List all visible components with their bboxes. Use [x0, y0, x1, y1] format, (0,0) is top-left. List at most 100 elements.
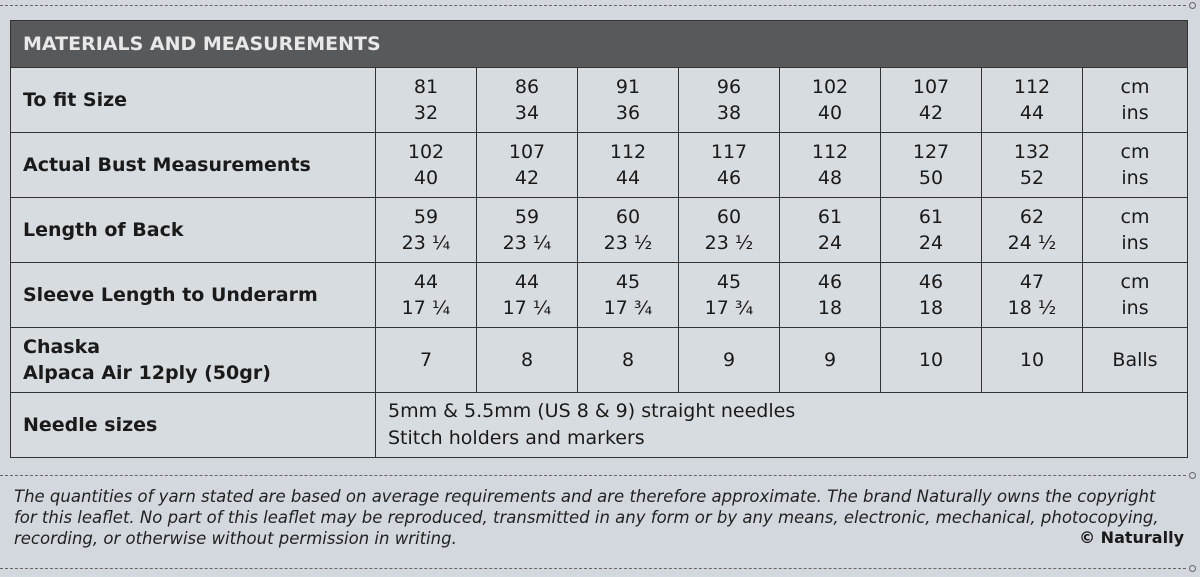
cell-line: 44	[413, 271, 439, 293]
size-value-cell: 96 38	[678, 67, 780, 133]
size-value-cell: 10	[880, 327, 982, 393]
size-value-cell: 102 40	[779, 67, 881, 133]
footer-top-divider	[0, 472, 1196, 479]
unit-cell: cm ins	[1082, 197, 1188, 263]
cell-line: cm	[1120, 141, 1150, 163]
size-value-cell: 107 42	[476, 132, 578, 198]
cell-line: 42	[514, 167, 540, 189]
cell-line: 23 ¼	[401, 232, 451, 254]
cell-line: ins	[1121, 297, 1149, 319]
row-label: To fit Size	[10, 67, 376, 133]
cell-line: 112	[811, 141, 849, 163]
size-value-cell: 107 42	[880, 67, 982, 133]
size-value-cell: 9	[779, 327, 881, 393]
cell-line: 107	[912, 76, 950, 98]
cell-line: 132	[1013, 141, 1051, 163]
cell-line: 52	[1019, 167, 1045, 189]
cell-line: 40	[817, 102, 843, 124]
cell-line: 36	[615, 102, 641, 124]
size-value-cell: 46 18	[779, 262, 881, 328]
cell-line: 59	[514, 206, 540, 228]
cell-line: 24 ½	[1007, 232, 1057, 254]
size-value-cell: 112 44	[981, 67, 1083, 133]
size-value-cell: 81 32	[375, 67, 477, 133]
cell-line: Stitch holders and markers	[388, 427, 645, 449]
cell-line: 59	[413, 206, 439, 228]
size-value-cell: 61 24	[779, 197, 881, 263]
cell-line: 127	[912, 141, 950, 163]
size-value-cell: 47 18 ½	[981, 262, 1083, 328]
table-row: Sleeve Length to Underarm 44 17 ¼ 44 17 ¼ 45 1…	[10, 262, 1188, 328]
cell-line: 46	[817, 271, 843, 293]
cell-line: cm	[1120, 271, 1150, 293]
size-value-cell: 91 36	[577, 67, 679, 133]
cell-line: ins	[1121, 232, 1149, 254]
cell-line: 23 ¼	[502, 232, 552, 254]
cell-line: 8	[520, 349, 534, 371]
brand-copyright: © Naturally	[1079, 528, 1184, 547]
unit-cell: Balls	[1082, 327, 1188, 393]
cell-line: 24	[918, 232, 944, 254]
cell-line: 60	[615, 206, 641, 228]
notice-line: for this leaflet. No part of this leafle…	[14, 508, 1159, 527]
cell-line: 44	[615, 167, 641, 189]
size-value-cell: 86 34	[476, 67, 578, 133]
size-value-cell: 44 17 ¼	[476, 262, 578, 328]
cell-line: 46	[716, 167, 742, 189]
cell-line: 45	[716, 271, 742, 293]
row-label: Length of Back	[10, 197, 376, 263]
cell-line: ins	[1121, 167, 1149, 189]
size-value-cell: 60 23 ½	[678, 197, 780, 263]
cell-line: 10	[1019, 349, 1045, 371]
cell-line: 18	[918, 297, 944, 319]
cell-line: 112	[609, 141, 647, 163]
cell-line: 107	[508, 141, 546, 163]
size-value-cell: 46 18	[880, 262, 982, 328]
cell-line: 32	[413, 102, 439, 124]
size-value-cell: 60 23 ½	[577, 197, 679, 263]
cell-line: 117	[710, 141, 748, 163]
cell-line: 7	[419, 349, 433, 371]
row-label: Actual Bust Measurements	[10, 132, 376, 198]
cell-line: 10	[918, 349, 944, 371]
top-divider	[0, 2, 1196, 9]
row-label: Needle sizes	[10, 392, 376, 458]
cell-line: 44	[514, 271, 540, 293]
materials-table: MATERIALS AND MEASUREMENTS To fit Size 81…	[10, 20, 1188, 458]
cell-line: 46	[918, 271, 944, 293]
size-value-cell: 127 50	[880, 132, 982, 198]
cell-line: 61	[817, 206, 843, 228]
size-value-cell: 117 46	[678, 132, 780, 198]
cell-line: 47	[1019, 271, 1045, 293]
size-value-cell: 62 24 ½	[981, 197, 1083, 263]
cell-line: Length of Back	[23, 219, 184, 241]
size-value-cell: 8	[476, 327, 578, 393]
unit-cell: cm ins	[1082, 132, 1188, 198]
cell-line: 23 ½	[603, 232, 653, 254]
size-value-cell: 9	[678, 327, 780, 393]
cell-line: Balls	[1112, 349, 1158, 371]
cell-line: cm	[1120, 76, 1150, 98]
copyright-notice: The quantities of yarn stated are based …	[14, 486, 1184, 549]
size-value-cell: 59 23 ¼	[476, 197, 578, 263]
cell-line: 18 ½	[1007, 297, 1057, 319]
notice-line: The quantities of yarn stated are based …	[14, 487, 1156, 506]
cell-line: 17 ¼	[502, 297, 552, 319]
cell-line: 40	[413, 167, 439, 189]
cell-line: 91	[615, 76, 641, 98]
cell-line: 9	[722, 349, 736, 371]
cell-line: 102	[811, 76, 849, 98]
cell-line: 24	[817, 232, 843, 254]
table-row: To fit Size 81 32 86 34 91 36 96 38 102 40 107 42 112…	[10, 67, 1188, 133]
cell-line: 112	[1013, 76, 1051, 98]
cell-line: 48	[817, 167, 843, 189]
unit-cell: cm ins	[1082, 262, 1188, 328]
size-value-cell: 59 23 ¼	[375, 197, 477, 263]
cell-line: To fit Size	[23, 89, 128, 111]
cell-line: Sleeve Length to Underarm	[23, 284, 318, 306]
cell-line: 62	[1019, 206, 1045, 228]
cell-line: 17 ¾	[704, 297, 754, 319]
cell-line: 8	[621, 349, 635, 371]
cell-line: 9	[823, 349, 837, 371]
size-value-cell: 44 17 ¼	[375, 262, 477, 328]
